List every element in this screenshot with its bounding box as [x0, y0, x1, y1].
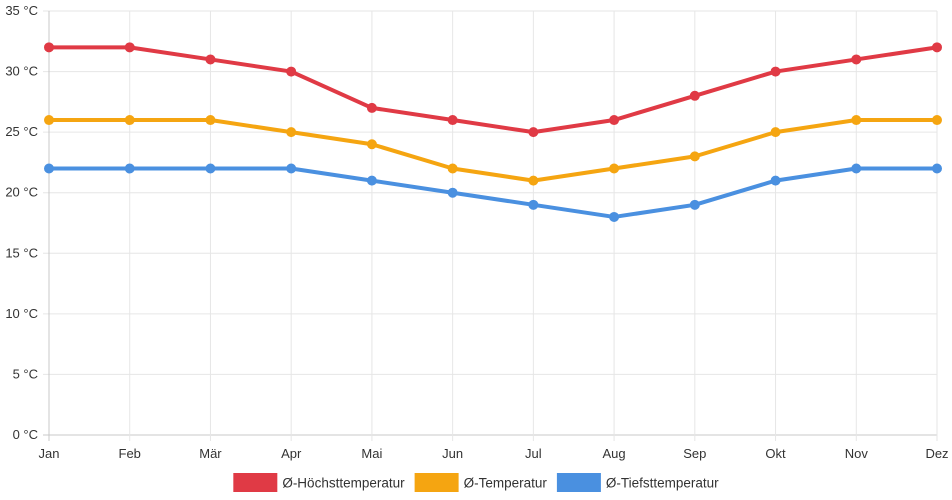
- y-tick-label: 25 °C: [5, 124, 38, 139]
- data-point[interactable]: [689, 199, 700, 210]
- legend-item[interactable]: Ø-Tiefsttemperatur: [556, 473, 719, 492]
- data-point[interactable]: [366, 175, 377, 186]
- data-point[interactable]: [609, 163, 620, 174]
- y-tick-label: 15 °C: [5, 245, 38, 260]
- series-line: [47, 166, 939, 219]
- data-point[interactable]: [770, 127, 781, 138]
- legend-swatch: [556, 473, 601, 492]
- data-point[interactable]: [286, 163, 297, 174]
- legend-label: Ø-Höchsttemperatur: [282, 476, 405, 491]
- legend-swatch: [233, 473, 278, 492]
- legend-item[interactable]: Ø-Höchsttemperatur: [233, 473, 405, 492]
- y-tick-label: 30 °C: [5, 64, 38, 79]
- data-point[interactable]: [286, 127, 297, 138]
- x-tick-label: Dez: [925, 446, 948, 461]
- y-tick-label: 10 °C: [5, 306, 38, 321]
- series-0: [44, 42, 942, 138]
- x-tick-label: Aug: [603, 446, 626, 461]
- data-point[interactable]: [851, 163, 862, 174]
- data-point[interactable]: [851, 115, 862, 126]
- data-point[interactable]: [366, 102, 377, 113]
- data-point[interactable]: [528, 127, 539, 138]
- data-point[interactable]: [205, 115, 216, 126]
- data-point[interactable]: [770, 66, 781, 77]
- data-point[interactable]: [44, 115, 54, 126]
- data-point[interactable]: [770, 175, 781, 186]
- data-point[interactable]: [447, 163, 458, 174]
- x-tick-label: Sep: [683, 446, 706, 461]
- y-tick-label: 0 °C: [13, 427, 38, 442]
- x-tick-label: Nov: [845, 446, 869, 461]
- legend-label: Ø-Tiefsttemperatur: [606, 476, 719, 491]
- series-lines: [44, 42, 942, 222]
- series-line: [47, 45, 939, 135]
- data-point[interactable]: [447, 115, 458, 126]
- data-point[interactable]: [205, 54, 216, 65]
- legend-item[interactable]: Ø-Temperatur: [414, 473, 548, 492]
- axes: 0 °C 5 °C 10 °C 15 °C 20 °C 25 °C 30 °C 35 °C Ja…: [5, 3, 948, 461]
- series-2: [44, 163, 942, 222]
- data-point[interactable]: [932, 163, 942, 174]
- series-line: [47, 118, 939, 183]
- data-point[interactable]: [44, 163, 54, 174]
- data-point[interactable]: [609, 115, 620, 126]
- data-point[interactable]: [528, 175, 539, 186]
- x-tick-label: Jan: [39, 446, 60, 461]
- x-tick-label: Okt: [765, 446, 786, 461]
- data-point[interactable]: [366, 139, 377, 150]
- y-tick-label: 5 °C: [13, 366, 38, 381]
- legend-swatch: [414, 473, 459, 492]
- data-point[interactable]: [689, 90, 700, 101]
- legend-label: Ø-Temperatur: [464, 476, 548, 491]
- data-point[interactable]: [609, 211, 620, 222]
- grid-lines: [43, 10, 938, 441]
- y-tick-label: 20 °C: [5, 185, 38, 200]
- x-tick-label: Feb: [119, 446, 141, 461]
- x-tick-label: Jun: [442, 446, 463, 461]
- data-point[interactable]: [205, 163, 216, 174]
- x-tick-label: Apr: [281, 446, 302, 461]
- data-point[interactable]: [932, 115, 942, 126]
- y-tick-label: 35 °C: [5, 3, 38, 18]
- data-point[interactable]: [932, 42, 942, 53]
- legend: Ø-Höchsttemperatur Ø-Temperatur Ø-Tiefstte…: [233, 473, 719, 492]
- data-point[interactable]: [44, 42, 54, 53]
- data-point[interactable]: [286, 66, 297, 77]
- data-point[interactable]: [528, 199, 539, 210]
- x-tick-label: Mär: [199, 446, 222, 461]
- x-tick-label: Jul: [525, 446, 542, 461]
- data-point[interactable]: [124, 163, 135, 174]
- series-1: [44, 115, 942, 186]
- data-point[interactable]: [124, 42, 135, 53]
- data-point[interactable]: [689, 151, 700, 162]
- x-tick-label: Mai: [361, 446, 382, 461]
- data-point[interactable]: [447, 187, 458, 198]
- data-point[interactable]: [124, 115, 135, 126]
- data-point[interactable]: [851, 54, 862, 65]
